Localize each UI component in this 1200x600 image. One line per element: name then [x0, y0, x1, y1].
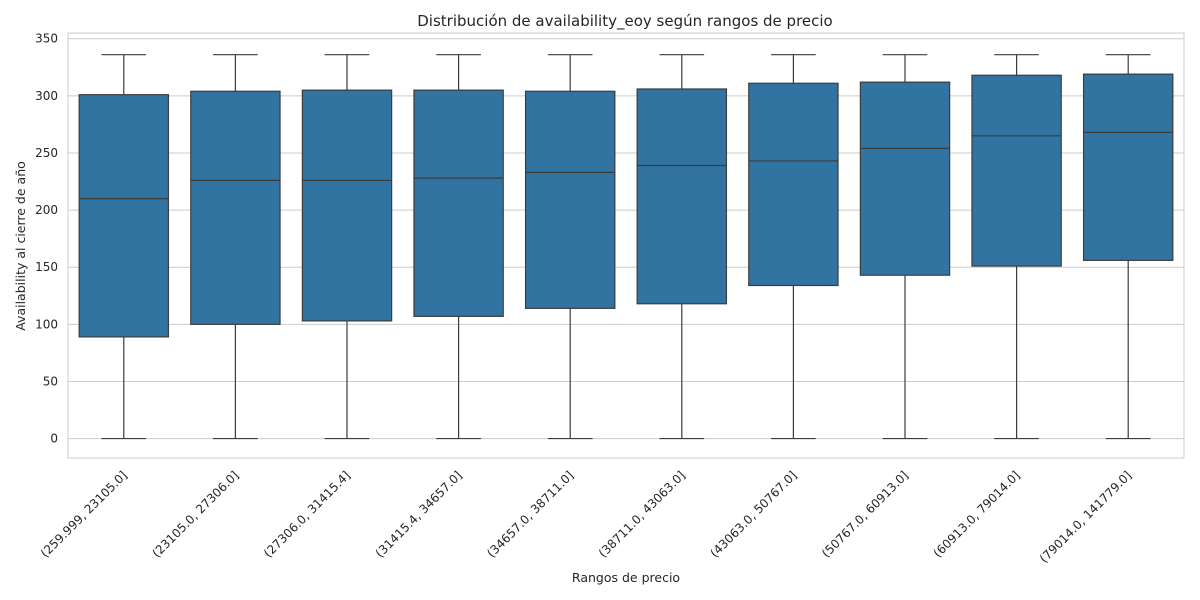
x-tick-label: (38711.0, 43063.0]: [596, 468, 688, 560]
x-tick-labels: (259.999, 23105.0] (23105.0, 27306.0] (273…: [38, 468, 1135, 565]
x-tick-label: (43063.0, 50767.0]: [707, 468, 799, 560]
box-group: [971, 54, 1062, 440]
box-iqr: [971, 74, 1062, 267]
x-tick-label: (60913.0, 79014.0]: [931, 468, 1023, 560]
box-iqr: [748, 82, 839, 287]
box-group: [636, 54, 728, 440]
plot-frame: [67, 32, 1185, 459]
box-group: [190, 54, 281, 440]
box-group: [1082, 54, 1174, 440]
y-tick-label: 150: [35, 260, 58, 274]
y-tick-labels: 0 50 100 150 200 250 300 350: [35, 32, 58, 446]
x-tick-label: (79014.0, 141779.0]: [1037, 468, 1134, 565]
x-tick-label: (50767.0, 60913.0]: [819, 468, 911, 560]
x-tick-label: (27306.0, 31415.4]: [261, 468, 353, 560]
y-tick-label: 300: [35, 89, 58, 103]
x-tick-label: (23105.0, 27306.0]: [149, 468, 241, 560]
x-axis-label: Rangos de precio: [572, 570, 680, 585]
box-iqr: [524, 90, 616, 309]
x-tick-label: (34657.0, 38711.0]: [484, 468, 576, 560]
box-group: [859, 54, 951, 440]
y-tick-label: 50: [43, 374, 58, 388]
box-group: [524, 54, 616, 440]
box-iqr: [301, 89, 393, 322]
box-group: [748, 54, 839, 440]
box-iqr: [636, 88, 728, 305]
x-tick-label: (31415.4, 34657.0]: [373, 468, 465, 560]
box-iqr: [413, 89, 504, 317]
box-iqr: [1082, 73, 1174, 261]
y-tick-label: 200: [35, 203, 58, 217]
box-group: [78, 54, 170, 440]
box-iqr: [78, 94, 170, 338]
box-iqr: [190, 90, 281, 325]
x-tick-label: (259.999, 23105.0]: [38, 468, 130, 560]
y-tick-label: 0: [50, 432, 58, 446]
y-tick-label: 250: [35, 146, 58, 160]
boxes-layer: [78, 54, 1174, 440]
chart-title: Distribución de availability_eoy según r…: [417, 12, 832, 31]
box-group: [301, 54, 393, 440]
box-group: [413, 54, 504, 440]
y-axis-label: Availability al cierre de año: [13, 161, 28, 331]
box-iqr: [859, 81, 951, 276]
y-tick-label: 350: [35, 32, 58, 46]
y-tick-label: 100: [35, 317, 58, 331]
